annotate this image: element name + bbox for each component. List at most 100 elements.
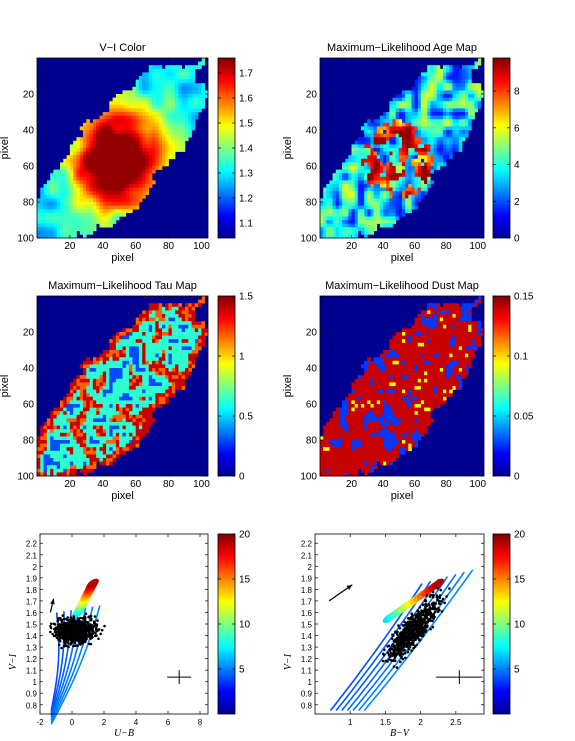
x-tick-label: 0 bbox=[70, 718, 75, 727]
x-tick-label: 100 bbox=[469, 479, 486, 490]
y-tick-label: 60 bbox=[23, 162, 35, 173]
axes-frame bbox=[36, 295, 209, 477]
colorbar-tick-label: 1.2 bbox=[239, 194, 253, 205]
model-track bbox=[335, 580, 432, 711]
x-tick-label: 40 bbox=[97, 479, 109, 490]
panel-title: V−I Color bbox=[99, 42, 145, 54]
colorbar-tick-label: 20 bbox=[514, 530, 526, 541]
y-tick-label: 80 bbox=[306, 198, 318, 209]
panel-title: Maximum−Likelihood Tau Map bbox=[48, 280, 197, 292]
x-tick-label: 2 bbox=[102, 718, 107, 727]
y-tick-label: 0.8 bbox=[301, 701, 313, 710]
heatmap-cells bbox=[37, 296, 209, 477]
colorbar-tick-label: 0 bbox=[514, 234, 520, 245]
y-tick-label: 1 bbox=[33, 678, 38, 687]
y-axis-label: pixel bbox=[282, 375, 294, 398]
y-tick-label: 1.5 bbox=[301, 621, 313, 630]
model-tip-segment bbox=[432, 578, 445, 589]
x-axis-label: pixel bbox=[111, 490, 134, 502]
y-tick-label: 80 bbox=[306, 436, 318, 447]
y-tick-label: 1.5 bbox=[26, 621, 38, 630]
y-axis-label: pixel bbox=[0, 137, 11, 160]
y-tick-label: 2.1 bbox=[26, 551, 38, 560]
x-tick-label: 80 bbox=[163, 241, 175, 252]
model-track bbox=[358, 571, 465, 712]
data-points bbox=[49, 612, 106, 650]
colorbar-tick-label: 1.4 bbox=[239, 144, 253, 155]
x-tick-label: 100 bbox=[193, 479, 210, 490]
panel-p1: V−I Color pixel pixel 20 40 60 80 100 20 40 60 80 10… bbox=[0, 42, 253, 264]
colorbar bbox=[492, 295, 511, 477]
y-tick-label: 2.2 bbox=[301, 540, 313, 549]
y-tick-label: 1.8 bbox=[301, 586, 313, 595]
panel-p5: U−B V−I -2 0 2 4 6 8 0.8 0.9 1 1.1 1.2 1.3 1.4 1.5 1.6 1.… bbox=[8, 530, 251, 740]
y-tick-label: 1.6 bbox=[301, 609, 313, 618]
colorbar-tick-label: 1.7 bbox=[239, 69, 253, 80]
x-tick-label: 8 bbox=[198, 718, 203, 727]
x-tick-label: 40 bbox=[378, 479, 390, 490]
model-tip bbox=[382, 578, 445, 624]
y-tick-label: 2.2 bbox=[26, 540, 38, 549]
model-tip bbox=[72, 578, 99, 618]
colorbar-tick-label: 0.5 bbox=[239, 412, 253, 423]
colorbar bbox=[492, 57, 511, 239]
colorbar bbox=[217, 295, 236, 477]
y-axis-label: pixel bbox=[282, 137, 294, 160]
model-track bbox=[341, 578, 440, 711]
colorbar-tick-label: 15 bbox=[514, 575, 526, 586]
colorbar-tick-label: 10 bbox=[239, 620, 251, 631]
colorbar-tick-label: 0.05 bbox=[514, 412, 534, 423]
x-tick-label: 20 bbox=[64, 241, 76, 252]
x-tick-label: 2.5 bbox=[450, 718, 462, 727]
x-tick-label: 60 bbox=[130, 479, 142, 490]
y-tick-label: 1.7 bbox=[26, 597, 38, 606]
colorbar-tick-label: 15 bbox=[239, 575, 251, 586]
panel-title: Maximum−Likelihood Age Map bbox=[327, 42, 477, 54]
y-axis-label: V−I bbox=[283, 653, 294, 670]
x-tick-label: 20 bbox=[346, 479, 358, 490]
panel-p3: Maximum−Likelihood Tau Map pixel pixel 20 40… bbox=[0, 280, 253, 502]
y-tick-label: 1.4 bbox=[26, 632, 38, 641]
y-tick-label: 100 bbox=[300, 234, 317, 245]
x-tick-label: 60 bbox=[130, 241, 142, 252]
y-tick-label: 1.3 bbox=[26, 644, 38, 653]
y-tick-label: 1.6 bbox=[26, 609, 38, 618]
y-tick-label: 1.2 bbox=[301, 655, 313, 664]
colorbar-tick-label: 1 bbox=[239, 352, 245, 363]
y-tick-label: 1.2 bbox=[26, 655, 38, 664]
heatmap-cells bbox=[37, 58, 209, 239]
colorbar-tick-label: 20 bbox=[239, 530, 251, 541]
y-tick-label: 60 bbox=[306, 400, 318, 411]
y-axis-label: pixel bbox=[0, 375, 11, 398]
y-tick-label: 40 bbox=[23, 364, 35, 375]
colorbar-tick-label: 1.3 bbox=[239, 169, 253, 180]
colorbar-tick-label: 6 bbox=[514, 123, 520, 134]
x-tick-label: 40 bbox=[378, 241, 390, 252]
x-axis-label: B−V bbox=[390, 728, 411, 739]
axes-frame bbox=[319, 295, 485, 477]
y-tick-label: 20 bbox=[306, 328, 318, 339]
y-tick-label: 80 bbox=[23, 198, 35, 209]
x-axis-label: pixel bbox=[391, 252, 414, 264]
colorbar-tick-label: 1.5 bbox=[239, 292, 253, 303]
x-tick-label: 80 bbox=[441, 479, 453, 490]
colorbar-tick-label: 0.15 bbox=[514, 292, 534, 303]
x-tick-label: 80 bbox=[163, 479, 175, 490]
panel-p4: Maximum−Likelihood Dust Map pixel pixel 20 4… bbox=[282, 280, 534, 502]
y-tick-label: 60 bbox=[306, 162, 318, 173]
y-tick-label: 0.9 bbox=[26, 690, 38, 699]
model-track bbox=[363, 569, 474, 712]
data-points bbox=[381, 586, 451, 669]
y-tick-label: 80 bbox=[23, 436, 35, 447]
y-tick-label: 1 bbox=[308, 678, 313, 687]
y-tick-label: 0.9 bbox=[301, 690, 313, 699]
colorbar-tick-label: 1.5 bbox=[239, 119, 253, 130]
x-tick-label: 100 bbox=[469, 241, 486, 252]
axes-frame bbox=[319, 57, 485, 239]
y-tick-label: 20 bbox=[306, 90, 318, 101]
x-tick-label: 100 bbox=[193, 241, 210, 252]
x-tick-label: 60 bbox=[409, 479, 421, 490]
panel-p6: B−V V−I 1 1.5 2 2.5 0.8 0.9 1 1.1 1.2 1.3 1.4 1.5 1.6 1… bbox=[283, 530, 526, 740]
x-tick-label: 1.5 bbox=[380, 718, 392, 727]
